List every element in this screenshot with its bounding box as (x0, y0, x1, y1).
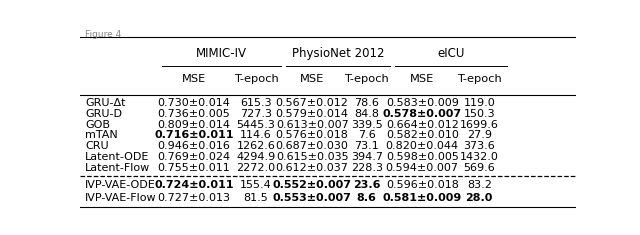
Text: Latent-Flow: Latent-Flow (85, 163, 150, 173)
Text: 228.3: 228.3 (351, 163, 383, 173)
Text: 0.724±0.011: 0.724±0.011 (154, 180, 234, 190)
Text: 28.0: 28.0 (465, 193, 493, 203)
Text: 1432.0: 1432.0 (460, 152, 499, 162)
Text: Latent-ODE: Latent-ODE (85, 152, 149, 162)
Text: 0.946±0.016: 0.946±0.016 (157, 141, 230, 151)
Text: IVP-VAE-Flow: IVP-VAE-Flow (85, 193, 157, 203)
Text: 2272.0: 2272.0 (237, 163, 276, 173)
Text: 84.8: 84.8 (354, 109, 379, 119)
Text: 4294.9: 4294.9 (236, 152, 276, 162)
Text: 0.578±0.007: 0.578±0.007 (383, 109, 462, 119)
Text: MIMIC-IV: MIMIC-IV (196, 47, 247, 60)
Text: 373.6: 373.6 (463, 141, 495, 151)
Text: 0.664±0.012: 0.664±0.012 (386, 120, 459, 130)
Text: 0.820±0.044: 0.820±0.044 (386, 141, 459, 151)
Text: 1262.6: 1262.6 (237, 141, 275, 151)
Text: 394.7: 394.7 (351, 152, 383, 162)
Text: GRU-Δt: GRU-Δt (85, 98, 125, 108)
Text: 0.598±0.005: 0.598±0.005 (386, 152, 459, 162)
Text: MSE: MSE (410, 74, 435, 84)
Text: 5445.3: 5445.3 (237, 120, 275, 130)
Text: 1699.6: 1699.6 (460, 120, 499, 130)
Text: MSE: MSE (300, 74, 324, 84)
Text: GRU-D: GRU-D (85, 109, 122, 119)
Text: 0.596±0.018: 0.596±0.018 (386, 180, 459, 190)
Text: 0.736±0.005: 0.736±0.005 (157, 109, 230, 119)
Text: 0.769±0.024: 0.769±0.024 (157, 152, 230, 162)
Text: Figure 4: Figure 4 (85, 30, 121, 39)
Text: 615.3: 615.3 (240, 98, 272, 108)
Text: 0.687±0.030: 0.687±0.030 (276, 141, 349, 151)
Text: 27.9: 27.9 (467, 130, 492, 141)
Text: 8.6: 8.6 (356, 193, 376, 203)
Text: 23.6: 23.6 (353, 180, 380, 190)
Text: 0.615±0.035: 0.615±0.035 (276, 152, 348, 162)
Text: 0.567±0.012: 0.567±0.012 (276, 98, 349, 108)
Text: GOB: GOB (85, 120, 110, 130)
Text: 0.581±0.009: 0.581±0.009 (383, 193, 462, 203)
Text: 727.3: 727.3 (240, 109, 272, 119)
Text: 0.579±0.014: 0.579±0.014 (276, 109, 349, 119)
Text: 0.730±0.014: 0.730±0.014 (157, 98, 230, 108)
Text: 0.582±0.010: 0.582±0.010 (386, 130, 459, 141)
Text: 0.552±0.007: 0.552±0.007 (273, 180, 351, 190)
Text: 0.594±0.007: 0.594±0.007 (386, 163, 459, 173)
Text: 0.612±0.037: 0.612±0.037 (276, 163, 349, 173)
Text: 114.6: 114.6 (240, 130, 272, 141)
Text: 339.5: 339.5 (351, 120, 383, 130)
Text: 119.0: 119.0 (463, 98, 495, 108)
Text: 0.613±0.007: 0.613±0.007 (276, 120, 349, 130)
Text: T-epoch: T-epoch (344, 74, 389, 84)
Text: MSE: MSE (182, 74, 206, 84)
Text: 73.1: 73.1 (355, 141, 379, 151)
Text: T-epoch: T-epoch (234, 74, 278, 84)
Text: 0.716±0.011: 0.716±0.011 (154, 130, 234, 141)
Text: 150.3: 150.3 (463, 109, 495, 119)
Text: 0.576±0.018: 0.576±0.018 (276, 130, 349, 141)
Text: CRU: CRU (85, 141, 109, 151)
Text: 83.2: 83.2 (467, 180, 492, 190)
Text: IVP-VAE-ODE: IVP-VAE-ODE (85, 180, 156, 190)
Text: 155.4: 155.4 (240, 180, 272, 190)
Text: eICU: eICU (437, 47, 465, 60)
Text: 81.5: 81.5 (244, 193, 268, 203)
Text: 0.809±0.014: 0.809±0.014 (157, 120, 230, 130)
Text: 0.755±0.011: 0.755±0.011 (157, 163, 230, 173)
Text: 0.727±0.013: 0.727±0.013 (157, 193, 230, 203)
Text: 569.6: 569.6 (463, 163, 495, 173)
Text: T-epoch: T-epoch (457, 74, 502, 84)
Text: 0.553±0.007: 0.553±0.007 (273, 193, 351, 203)
Text: 78.6: 78.6 (355, 98, 379, 108)
Text: mTAN: mTAN (85, 130, 118, 141)
Text: 7.6: 7.6 (358, 130, 376, 141)
Text: 0.583±0.009: 0.583±0.009 (386, 98, 459, 108)
Text: PhysioNet 2012: PhysioNet 2012 (292, 47, 384, 60)
